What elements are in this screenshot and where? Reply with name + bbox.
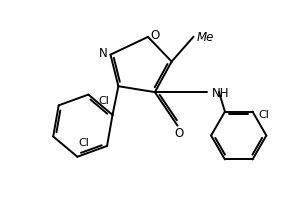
Text: NH: NH [212,86,230,99]
Text: Cl: Cl [98,96,109,106]
Text: Cl: Cl [78,137,89,147]
Text: Me: Me [196,31,214,44]
Text: N: N [99,47,108,60]
Text: O: O [150,29,159,42]
Text: O: O [174,126,183,139]
Text: Cl: Cl [258,109,269,119]
